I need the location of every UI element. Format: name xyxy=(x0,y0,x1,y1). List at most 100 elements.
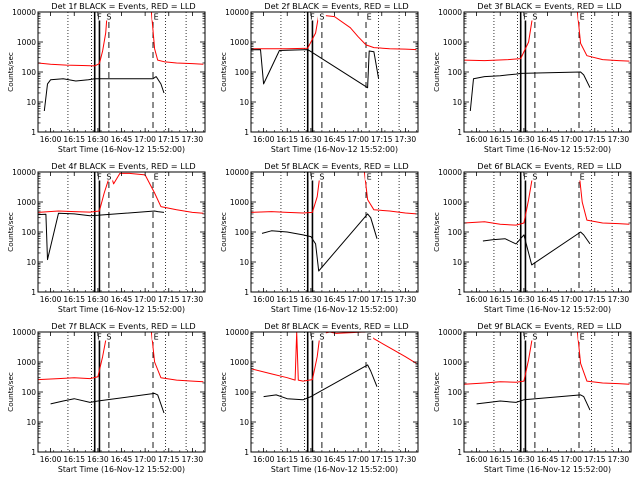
y-tick-label: 100 xyxy=(22,228,37,237)
x-tick-label: 16:45 xyxy=(324,455,346,464)
x-tick-label: 17:30 xyxy=(608,135,630,144)
x-tick-label: 16:45 xyxy=(324,295,346,304)
marker-label-f: F xyxy=(310,333,315,342)
chart-panel-7: Det 7f BLACK = Events, RED = LLD F S E 1 10 10… xyxy=(6,321,206,474)
x-tick-label: 17:15 xyxy=(584,295,606,304)
x-axis-label: Start Time (16-Nov-12 15:52:00) xyxy=(271,145,398,154)
y-tick-label: 100 xyxy=(235,228,250,237)
x-tick-label: 16:15 xyxy=(276,455,298,464)
series-group xyxy=(251,172,417,272)
plot-frame xyxy=(250,11,419,133)
y-tick-label: 10000 xyxy=(438,168,462,177)
y-tick-label: 1000 xyxy=(17,198,36,207)
x-tick-label: 17:00 xyxy=(560,135,582,144)
marker-label-bg xyxy=(152,172,161,181)
marker-label-bg xyxy=(530,172,539,181)
x-tick-label: 16:30 xyxy=(513,295,535,304)
x-tick-label: 16:30 xyxy=(300,295,322,304)
marker-label-bg xyxy=(578,12,587,21)
plot-frame xyxy=(250,171,419,293)
marker-label-bg xyxy=(152,12,161,21)
plot-frame xyxy=(463,171,632,293)
panel-title: Det 7f BLACK = Events, RED = LLD xyxy=(51,321,195,331)
series-group xyxy=(38,332,204,414)
marker-label-s: S xyxy=(319,13,324,22)
x-tick-label: 17:15 xyxy=(158,455,180,464)
marker-label-e: E xyxy=(367,173,372,182)
x-tick-label: 16:30 xyxy=(87,135,109,144)
marker-label-s: S xyxy=(106,333,111,342)
x-tick-label: 16:15 xyxy=(63,455,85,464)
x-tick-label: 17:30 xyxy=(182,455,204,464)
x-axis-label: Start Time (16-Nov-12 15:52:00) xyxy=(484,305,611,314)
plot-frame xyxy=(37,331,206,453)
y-tick-label: 1 xyxy=(31,128,36,137)
series-line-2 xyxy=(261,213,378,272)
series-line-1 xyxy=(38,332,204,383)
x-axis-label: Start Time (16-Nov-12 15:52:00) xyxy=(271,465,398,474)
x-tick-label: 16:15 xyxy=(63,135,85,144)
y-axis-label: Counts/sec xyxy=(219,212,228,252)
y-axis-label: Counts/sec xyxy=(432,372,441,412)
x-tick-label: 16:00 xyxy=(40,455,62,464)
x-tick-label: 16:15 xyxy=(63,295,85,304)
x-tick-label: 17:30 xyxy=(608,455,630,464)
x-tick-label: 16:00 xyxy=(466,135,488,144)
event-markers xyxy=(67,172,187,292)
panel-title: Det 1f BLACK = Events, RED = LLD xyxy=(51,1,195,11)
marker-label-bg xyxy=(308,12,317,21)
y-tick-label: 100 xyxy=(22,388,37,397)
marker-label-f: F xyxy=(310,173,315,182)
chart-panel-8: Det 8f BLACK = Events, RED = LLD F S E 1 10 10… xyxy=(219,321,419,474)
x-tick-label: 17:15 xyxy=(158,135,180,144)
y-tick-label: 10000 xyxy=(12,168,36,177)
panel-title: Det 9f BLACK = Events, RED = LLD xyxy=(477,321,621,331)
x-tick-label: 17:00 xyxy=(560,455,582,464)
marker-label-bg xyxy=(578,172,587,181)
x-tick-label: 16:30 xyxy=(300,455,322,464)
y-tick-label: 1000 xyxy=(230,198,249,207)
marker-label-bg xyxy=(104,12,113,21)
y-tick-label: 10 xyxy=(26,418,36,427)
x-tick-label: 17:30 xyxy=(395,135,417,144)
y-tick-label: 10 xyxy=(239,98,249,107)
x-axis-label: Start Time (16-Nov-12 15:52:00) xyxy=(484,465,611,474)
y-tick-label: 10 xyxy=(26,98,36,107)
x-tick-label: 16:15 xyxy=(489,455,511,464)
series-line-2 xyxy=(476,394,591,411)
x-tick-label: 16:00 xyxy=(466,455,488,464)
marker-label-bg xyxy=(104,172,113,181)
y-axis-label: Counts/sec xyxy=(6,372,15,412)
series-group xyxy=(38,172,204,261)
x-tick-label: 17:15 xyxy=(584,135,606,144)
marker-label-bg xyxy=(365,12,374,21)
marker-label-bg xyxy=(95,332,104,341)
chart-panel-1: Det 1f BLACK = Events, RED = LLD F S E 1 10 10… xyxy=(6,1,206,154)
y-axis-label: Counts/sec xyxy=(219,372,228,412)
event-markers xyxy=(493,12,613,132)
series-group xyxy=(464,172,630,266)
y-tick-label: 1000 xyxy=(17,38,36,47)
marker-label-s: S xyxy=(319,173,324,182)
x-tick-label: 17:15 xyxy=(371,455,393,464)
series-group xyxy=(464,12,630,112)
marker-label-bg xyxy=(521,172,530,181)
marker-label-bg xyxy=(152,332,161,341)
marker-label-e: E xyxy=(367,13,372,22)
y-tick-label: 1 xyxy=(457,448,462,457)
plot-frame xyxy=(463,331,632,453)
chart-panel-9: Det 9f BLACK = Events, RED = LLD F S E 1 10 10… xyxy=(432,321,632,474)
x-tick-label: 16:00 xyxy=(40,295,62,304)
x-tick-label: 17:00 xyxy=(347,295,369,304)
y-tick-label: 10 xyxy=(239,418,249,427)
y-axis-label: Counts/sec xyxy=(432,52,441,92)
x-tick-label: 17:30 xyxy=(395,295,417,304)
marker-label-s: S xyxy=(106,13,111,22)
marker-label-e: E xyxy=(367,333,372,342)
series-line-2 xyxy=(43,76,165,112)
x-tick-label: 16:30 xyxy=(513,455,535,464)
x-tick-label: 16:15 xyxy=(276,135,298,144)
series-group xyxy=(251,332,417,401)
x-tick-label: 17:00 xyxy=(134,295,156,304)
series-line-2 xyxy=(251,49,380,89)
